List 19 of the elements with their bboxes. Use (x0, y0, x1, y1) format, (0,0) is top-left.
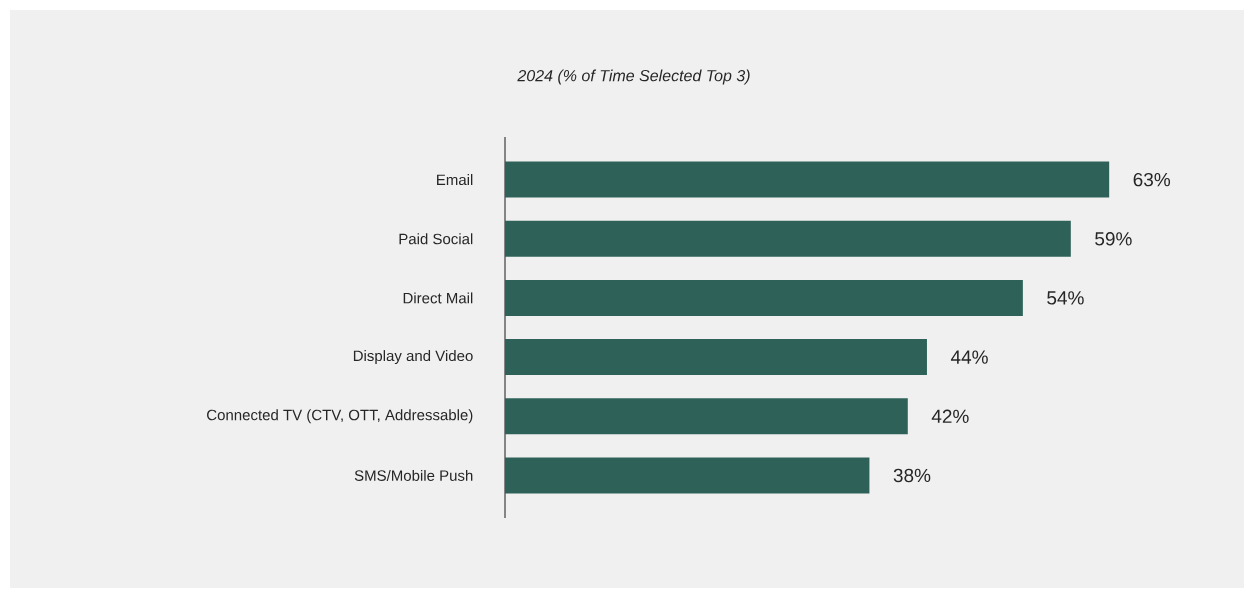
data-label: 59% (1095, 232, 1132, 246)
bar (505, 339, 927, 376)
chart-title: 2024 (% of Time Selected Top 3) (517, 69, 750, 85)
data-label: 44% (950, 350, 988, 364)
data-label: 63% (1133, 172, 1171, 187)
y-tick-label: Paid Social (399, 233, 473, 245)
y-tick-label: Connected TV (CTV, OTT, Addressable) (207, 409, 473, 424)
y-tick-label: SMS/Mobile Push (354, 469, 473, 481)
data-label: 38% (893, 468, 931, 483)
y-tick-label: Display and Video (353, 350, 473, 365)
bar (505, 220, 1071, 257)
bar (505, 161, 1110, 198)
y-tick-label: Email (437, 174, 473, 186)
data-label: 54% (1047, 291, 1084, 305)
bar (505, 279, 1023, 316)
y-tick-label: Direct Mail (403, 292, 473, 304)
data-label: 42% (931, 409, 969, 423)
bar (505, 398, 908, 435)
bar (505, 457, 870, 494)
